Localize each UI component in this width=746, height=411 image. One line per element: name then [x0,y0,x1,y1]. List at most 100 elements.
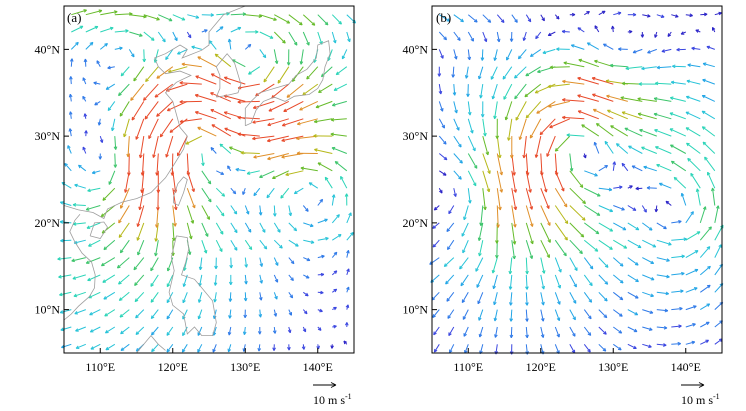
wind-vector-head [530,240,534,245]
wind-vector-head [274,279,279,283]
wind-vector-head [432,314,436,318]
wind-vector-head [446,18,451,22]
wind-vector-head [534,154,539,158]
wind-vector-head [197,348,201,353]
wind-vector-head [266,194,271,199]
wind-vector-head [679,306,683,311]
wind-vector-head [85,207,90,211]
wind-vector [463,326,469,337]
wind-vector-head [119,249,124,254]
wind-vector [172,188,177,210]
wind-vector-head [324,21,329,26]
wind-vector [669,112,686,120]
wind-vector-head [509,154,514,159]
wind-vector-head [228,281,233,286]
wind-vector-head [333,306,337,311]
wind-vector-head [472,182,477,187]
wind-vector [195,94,217,102]
wind-vector-head [633,345,637,349]
wind-vector-head [330,132,334,137]
wind-vector [72,274,86,280]
wind-vector [128,49,135,58]
wind-vector [494,326,498,338]
wind-vector-head [603,331,607,335]
wind-vector-head [589,265,594,270]
wind-vector-head [718,11,722,16]
wind-vector-head [475,268,479,272]
wind-vector-head [59,292,63,297]
wind-vector-head [438,90,443,95]
wind-vector [627,326,638,333]
wind-vector-head [462,316,467,320]
wind-vector [459,257,469,270]
wind-vector-head [498,206,502,211]
wind-vector-head [296,136,300,141]
wind-vector [245,14,262,17]
wind-vector-head [556,333,560,338]
wind-vector [514,83,527,100]
wind-vector-head [60,327,65,332]
wind-vector [549,118,570,128]
wind-vector [230,222,238,233]
wind-vector [117,257,130,269]
wind-vector [64,163,72,172]
wind-vector [136,222,145,241]
panel-b-reference-vector: 10 m s-1 [681,382,720,407]
wind-vector [661,48,672,52]
wind-vector-head [536,110,540,114]
wind-vector-head [629,185,633,189]
wind-vector [656,222,667,230]
wind-vector-head [546,153,550,157]
wind-vector [318,83,333,93]
wind-vector-head [541,270,546,274]
wind-vector-head [244,264,248,268]
wind-vector-head [305,208,309,212]
wind-vector-head [306,75,310,80]
wind-vector-head [303,310,308,315]
wind-vector-head [223,76,228,80]
wind-vector [244,239,253,250]
wind-vector-head [432,225,437,229]
wind-vector-head [461,233,465,237]
wind-vector-head [680,289,684,294]
wind-vector-head [592,108,597,113]
wind-vector [714,338,723,345]
wind-vector-head [446,298,450,302]
wind-vector [525,309,528,322]
wind-vector [549,66,570,68]
wind-vector [482,118,486,137]
wind-vector [511,188,517,210]
wind-vector [67,145,72,154]
wind-vector-head [283,108,287,112]
wind-vector [584,170,598,177]
wind-vector [70,58,73,67]
wind-vector [129,14,147,18]
wind-vector [631,165,643,172]
wind-vector-head [512,241,517,245]
wind-vector-head [654,34,658,38]
wind-vector [453,153,463,164]
wind-vector-head [179,81,183,85]
wind-vector-head [320,290,324,295]
wind-vector-head [691,340,696,345]
lon-tick-label: 140°E [671,360,701,374]
wind-vector-head [483,132,487,137]
wind-vector-head [554,147,559,152]
wind-vector [75,343,86,349]
wind-vector-head [678,220,682,224]
wind-vector [702,79,715,85]
wind-vector [656,14,665,18]
wind-vector-head [165,153,169,158]
wind-vector-head [340,176,344,180]
wind-vector [598,239,613,250]
wind-vector-head [440,55,444,59]
wind-vector-head [304,292,309,297]
wind-vector-head [508,270,513,275]
wind-vector-head [208,198,212,203]
wind-vector [201,222,209,237]
wind-vector-head [603,314,608,319]
lon-tick-label: 130°E [598,360,628,374]
wind-vector-head [618,330,623,334]
wind-vector [252,118,275,123]
wind-vector-head [571,12,576,17]
